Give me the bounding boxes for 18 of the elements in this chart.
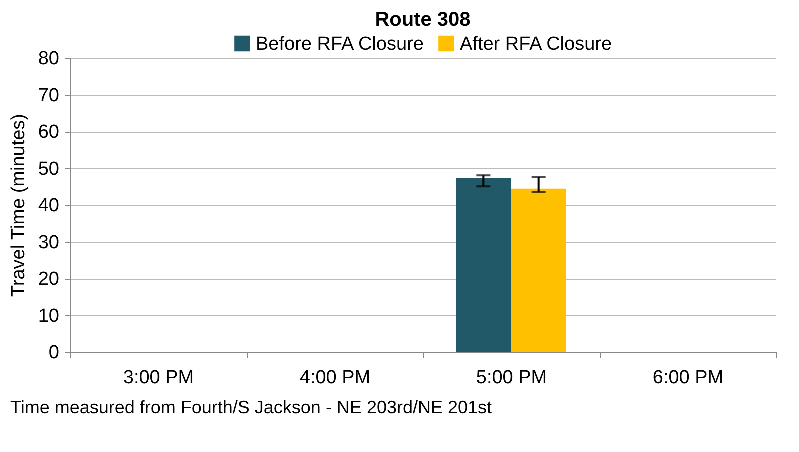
y-axis-title: Travel Time (minutes) (8, 114, 30, 297)
legend-label: After RFA Closure (460, 34, 612, 55)
x-tick-label: 6:00 PM (652, 368, 724, 388)
x-tick-label: 4:00 PM (300, 368, 371, 388)
y-tick-label: 40 (38, 196, 60, 216)
chart-title: Route 308 (375, 9, 471, 31)
y-tick-label: 50 (38, 158, 60, 180)
y-tick-label: 10 (38, 306, 60, 327)
y-tick-label: 80 (38, 48, 60, 70)
y-tick-label: 0 (48, 342, 60, 364)
y-tick-label: 30 (38, 232, 60, 254)
x-tick-label: 3:00 PM (123, 368, 194, 388)
legend-label: Before RFA Closure (256, 34, 424, 55)
y-tick-label: 20 (38, 269, 60, 290)
x-tick-label: 5:00 PM (476, 368, 548, 388)
y-tick-label: 70 (38, 85, 60, 106)
y-tick-label: 60 (38, 122, 60, 143)
x-axis-title: Time measured from Fourth/S Jackson - NE 203rd/NE 201st (10, 398, 492, 418)
